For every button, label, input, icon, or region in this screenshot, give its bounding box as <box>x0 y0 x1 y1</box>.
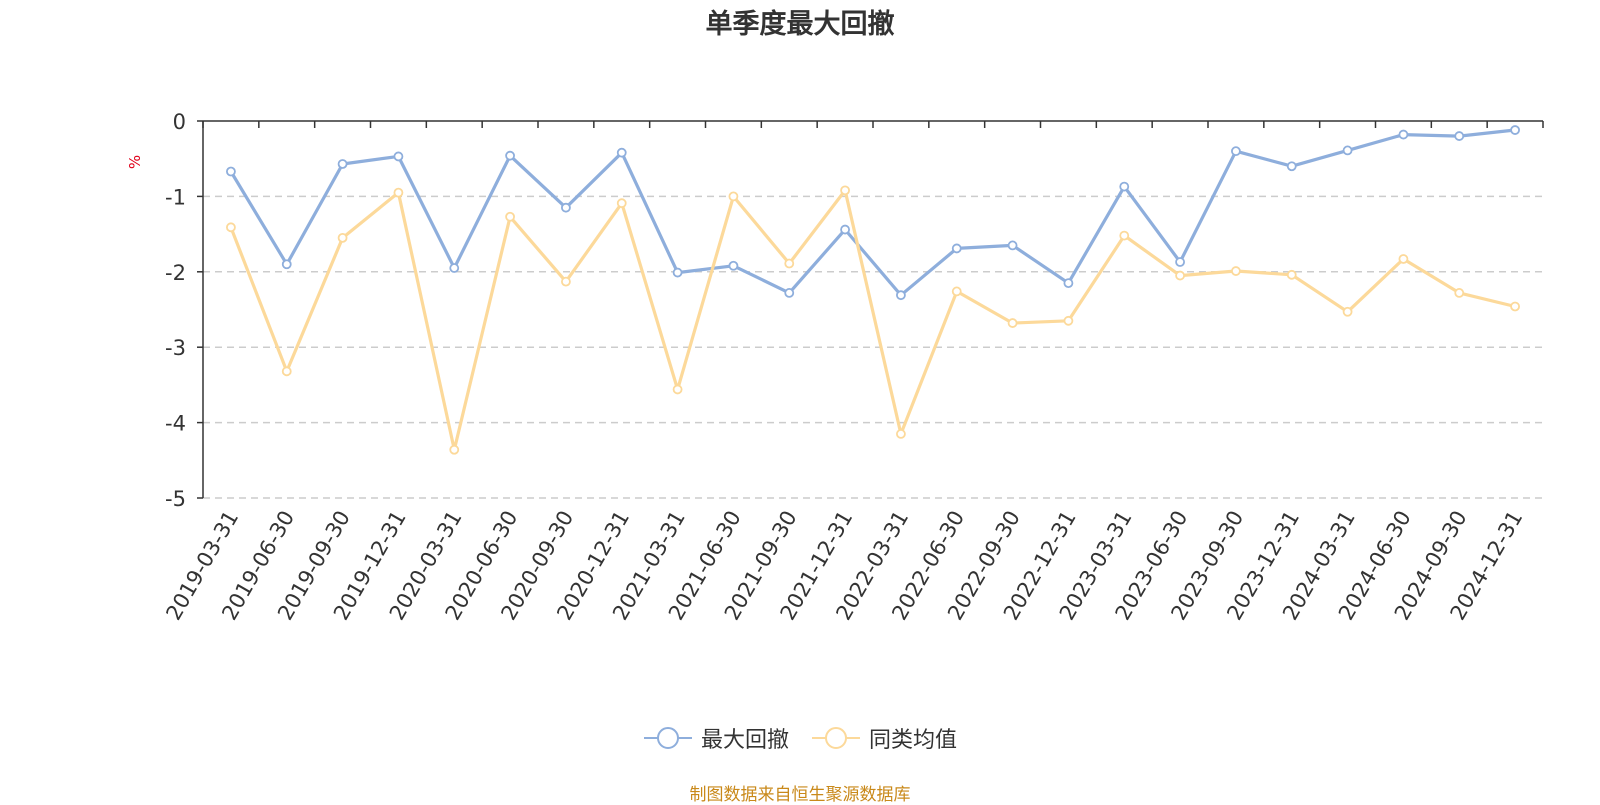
data-point[interactable] <box>1342 145 1353 156</box>
data-point[interactable] <box>1510 301 1520 312</box>
data-point[interactable] <box>1063 278 1074 289</box>
grid-lines <box>203 195 1543 499</box>
data-point[interactable] <box>1063 315 1074 326</box>
legend-marker-icon <box>812 727 860 749</box>
data-point[interactable] <box>1510 125 1520 135</box>
y-tick-label: 0 <box>173 110 186 134</box>
data-point[interactable] <box>337 159 348 169</box>
data-point[interactable] <box>1398 254 1409 264</box>
data-point[interactable] <box>951 243 962 254</box>
data-point[interactable] <box>896 290 906 301</box>
line-chart: 0-1-2-3-4-52019-03-312019-06-302019-09-3… <box>126 110 1544 624</box>
data-point[interactable] <box>449 263 460 273</box>
y-tick-label: -3 <box>165 336 186 360</box>
data-point[interactable] <box>840 224 850 235</box>
data-point[interactable] <box>226 222 236 233</box>
data-point[interactable] <box>616 147 627 158</box>
data-point[interactable] <box>561 276 571 287</box>
series-line <box>229 128 1516 297</box>
data-point[interactable] <box>951 286 962 297</box>
data-point[interactable] <box>1119 230 1130 241</box>
data-point[interactable] <box>1007 240 1018 251</box>
data-point[interactable] <box>505 150 515 161</box>
data-point[interactable] <box>784 258 795 269</box>
data-point[interactable] <box>393 187 404 198</box>
y-tick-label: -4 <box>165 412 186 436</box>
legend: 最大回撤 同类均值 <box>0 720 1600 756</box>
data-point[interactable] <box>1342 306 1353 317</box>
data-point[interactable] <box>281 366 292 377</box>
data-point[interactable] <box>1231 146 1241 157</box>
data-point[interactable] <box>840 185 850 196</box>
data-source-note: 制图数据来自恒生聚源数据库 <box>689 785 911 805</box>
series-line <box>229 188 1516 452</box>
data-point[interactable] <box>337 232 348 243</box>
data-point[interactable] <box>1175 257 1185 267</box>
y-tick-label: -1 <box>165 185 186 209</box>
legend-item[interactable]: 同类均值 <box>811 722 957 754</box>
data-point[interactable] <box>784 288 795 298</box>
data-point[interactable] <box>1286 161 1297 172</box>
legend-label: 同类均值 <box>869 728 958 753</box>
data-point[interactable] <box>449 444 460 455</box>
data-point[interactable] <box>1398 129 1409 140</box>
data-point[interactable] <box>1007 318 1018 328</box>
data-point[interactable] <box>1119 181 1130 192</box>
y-tick-label: -2 <box>165 261 186 285</box>
data-point[interactable] <box>616 198 627 209</box>
legend-label: 最大回撤 <box>700 728 789 753</box>
series-lines <box>229 128 1516 452</box>
data-point[interactable] <box>393 151 404 162</box>
data-point[interactable] <box>561 202 571 213</box>
legend-marker-icon <box>643 727 692 749</box>
data-point[interactable] <box>1231 266 1241 276</box>
data-point[interactable] <box>672 267 683 278</box>
data-point[interactable] <box>281 259 292 270</box>
chart-title: 单季度最大回撤 <box>705 9 895 40</box>
legend-item[interactable]: 最大回撤 <box>643 722 789 754</box>
data-point[interactable] <box>505 211 515 222</box>
data-points <box>226 125 1520 455</box>
data-point[interactable] <box>728 191 739 202</box>
data-point[interactable] <box>672 384 683 395</box>
y-axis-unit-label: % <box>126 155 144 169</box>
data-point[interactable] <box>226 166 236 177</box>
axes: 0-1-2-3-4-52019-03-312019-06-302019-09-3… <box>161 110 1544 624</box>
data-point[interactable] <box>1175 270 1185 281</box>
data-point[interactable] <box>1454 131 1465 141</box>
data-point[interactable] <box>1286 269 1297 280</box>
y-tick-label: -5 <box>165 487 186 511</box>
data-point[interactable] <box>728 260 739 271</box>
data-point[interactable] <box>1454 288 1465 298</box>
data-point[interactable] <box>896 429 906 439</box>
